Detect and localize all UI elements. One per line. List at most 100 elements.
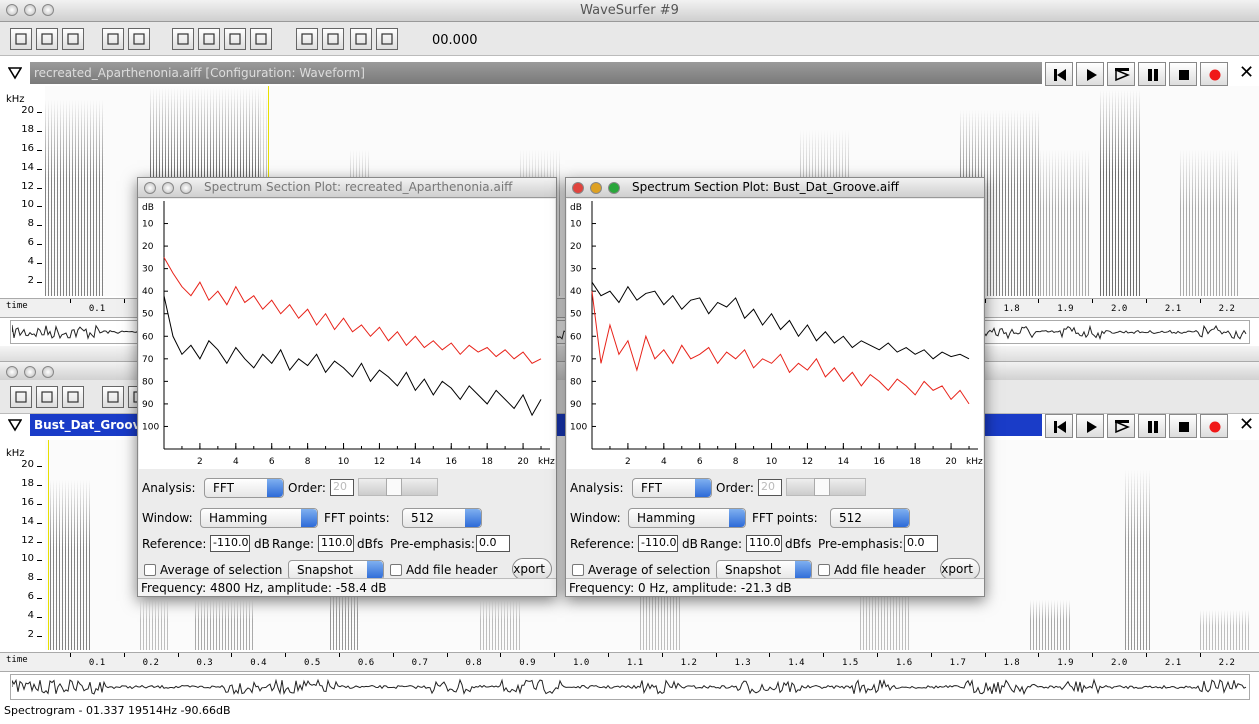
checkbox[interactable] bbox=[144, 564, 156, 576]
status-bar: Frequency: 4800 Hz, amplitude: -58.4 dB bbox=[138, 578, 556, 596]
freq-tick bbox=[37, 560, 42, 562]
text-input[interactable]: 20 bbox=[330, 479, 354, 496]
text-input[interactable]: 0.0 bbox=[904, 535, 938, 552]
y-tick-label: 70 bbox=[142, 355, 154, 365]
spectrogram-energy bbox=[1180, 150, 1240, 296]
toolbar-button[interactable] bbox=[62, 386, 84, 408]
dropdown[interactable]: 512 bbox=[402, 508, 482, 528]
toolbar-button[interactable] bbox=[10, 28, 32, 50]
transport-button[interactable] bbox=[1200, 414, 1228, 438]
toolbar-button[interactable] bbox=[172, 28, 194, 50]
text-input[interactable]: -110.0 bbox=[638, 535, 678, 552]
spectrogram-energy bbox=[480, 600, 520, 650]
freq-tick bbox=[37, 206, 42, 208]
toolbar-button[interactable] bbox=[376, 28, 398, 50]
transport-button[interactable] bbox=[1076, 62, 1104, 86]
time-tick-label: 1.9 bbox=[1057, 658, 1074, 668]
freq-tick-label: 20 bbox=[21, 459, 34, 470]
spectrogram-energy bbox=[1040, 150, 1090, 296]
time-tick bbox=[1038, 299, 1040, 303]
dropdown[interactable]: Hamming bbox=[628, 508, 746, 528]
toolbar-button[interactable] bbox=[250, 28, 272, 50]
spectrum-plot: dB 10 20 30 40 50 60 70 80 90 100 2 4 6 8 10 12 14 16 18 20 k… bbox=[567, 199, 983, 469]
close-button[interactable]: ✕ bbox=[1238, 62, 1255, 83]
dropdown-stepper bbox=[267, 479, 283, 497]
transport-button[interactable] bbox=[1076, 414, 1104, 438]
toolbar-button[interactable] bbox=[36, 386, 58, 408]
time-tick bbox=[1146, 653, 1147, 657]
toolbar-button[interactable] bbox=[350, 28, 372, 50]
window-button[interactable] bbox=[180, 182, 192, 194]
icon bbox=[381, 33, 393, 45]
close-button[interactable]: ✕ bbox=[1238, 414, 1255, 435]
waveform-line bbox=[12, 678, 1247, 696]
window-button[interactable] bbox=[6, 4, 18, 16]
freq-tick-label: 2 bbox=[27, 275, 34, 286]
icon-shape bbox=[301, 33, 313, 45]
x-tick-label: 12 bbox=[374, 457, 385, 467]
window-button[interactable] bbox=[24, 366, 36, 378]
toolbar-button[interactable] bbox=[36, 28, 58, 50]
window-button[interactable] bbox=[162, 182, 174, 194]
freq-tick bbox=[37, 522, 42, 524]
transport-button[interactable] bbox=[1169, 62, 1197, 86]
checkbox[interactable] bbox=[572, 564, 584, 576]
slider-thumb bbox=[814, 478, 830, 496]
text-input[interactable]: 20 bbox=[758, 479, 782, 496]
window-button[interactable] bbox=[42, 366, 54, 378]
icon-shape bbox=[229, 33, 241, 45]
dropdown[interactable]: Snapshot bbox=[288, 560, 384, 580]
window-button[interactable] bbox=[608, 182, 620, 194]
dropdown[interactable]: FFT bbox=[204, 478, 284, 498]
text-input[interactable]: 110.0 bbox=[318, 535, 354, 552]
control-label: Pre-emphasis: bbox=[818, 537, 903, 551]
transport-button[interactable] bbox=[1107, 414, 1135, 438]
dropdown[interactable]: Snapshot bbox=[716, 560, 812, 580]
dropdown[interactable]: FFT bbox=[632, 478, 712, 498]
toolbar-button[interactable] bbox=[224, 28, 246, 50]
toolbar-button[interactable] bbox=[62, 28, 84, 50]
freq-tick bbox=[37, 168, 42, 170]
toolbar-button[interactable] bbox=[102, 28, 124, 50]
toolbar-button[interactable] bbox=[296, 28, 318, 50]
time-tick bbox=[446, 653, 448, 657]
transport-button[interactable] bbox=[1200, 62, 1228, 86]
transport-button[interactable] bbox=[1138, 62, 1166, 86]
toolbar-button[interactable] bbox=[198, 28, 220, 50]
toolbar-button[interactable] bbox=[128, 28, 150, 50]
toolbar-button[interactable] bbox=[322, 28, 344, 50]
transport-button[interactable] bbox=[1138, 414, 1166, 438]
transport-button[interactable] bbox=[1107, 62, 1135, 86]
window-button[interactable] bbox=[24, 4, 36, 16]
transport-button[interactable] bbox=[1045, 62, 1073, 86]
window-button[interactable] bbox=[6, 366, 18, 378]
freq-tick-label: 8 bbox=[27, 572, 34, 584]
time-tick bbox=[1038, 653, 1040, 657]
checkbox[interactable] bbox=[390, 564, 402, 576]
title-bar bbox=[0, 0, 1259, 22]
y-tick-label: 40 bbox=[570, 287, 582, 297]
text-input[interactable]: -110.0 bbox=[210, 535, 250, 552]
toolbar-button[interactable] bbox=[10, 386, 32, 408]
transport-button[interactable] bbox=[1045, 414, 1073, 438]
window-button[interactable] bbox=[42, 4, 54, 16]
export-button[interactable]: Export bbox=[940, 558, 980, 580]
window-button[interactable] bbox=[144, 182, 156, 194]
x-tick-label: 10 bbox=[766, 457, 778, 467]
icon-shape bbox=[1148, 421, 1152, 433]
text-input[interactable]: 110.0 bbox=[746, 535, 782, 552]
checkbox[interactable] bbox=[818, 564, 830, 576]
dropdown-stepper bbox=[695, 479, 711, 497]
icon bbox=[1148, 69, 1158, 81]
dropdown[interactable]: 512 bbox=[830, 508, 910, 528]
freq-tick bbox=[37, 541, 42, 543]
window-button[interactable] bbox=[590, 182, 602, 194]
text-input[interactable]: 0.0 bbox=[476, 535, 510, 552]
window-button[interactable] bbox=[572, 182, 584, 194]
toolbar-button[interactable] bbox=[102, 386, 124, 408]
export-button[interactable]: Export bbox=[512, 558, 552, 580]
freq-tick-label: 14 bbox=[21, 161, 34, 173]
transport-button[interactable] bbox=[1169, 414, 1197, 438]
icon-shape bbox=[41, 33, 53, 45]
dropdown[interactable]: Hamming bbox=[200, 508, 318, 528]
